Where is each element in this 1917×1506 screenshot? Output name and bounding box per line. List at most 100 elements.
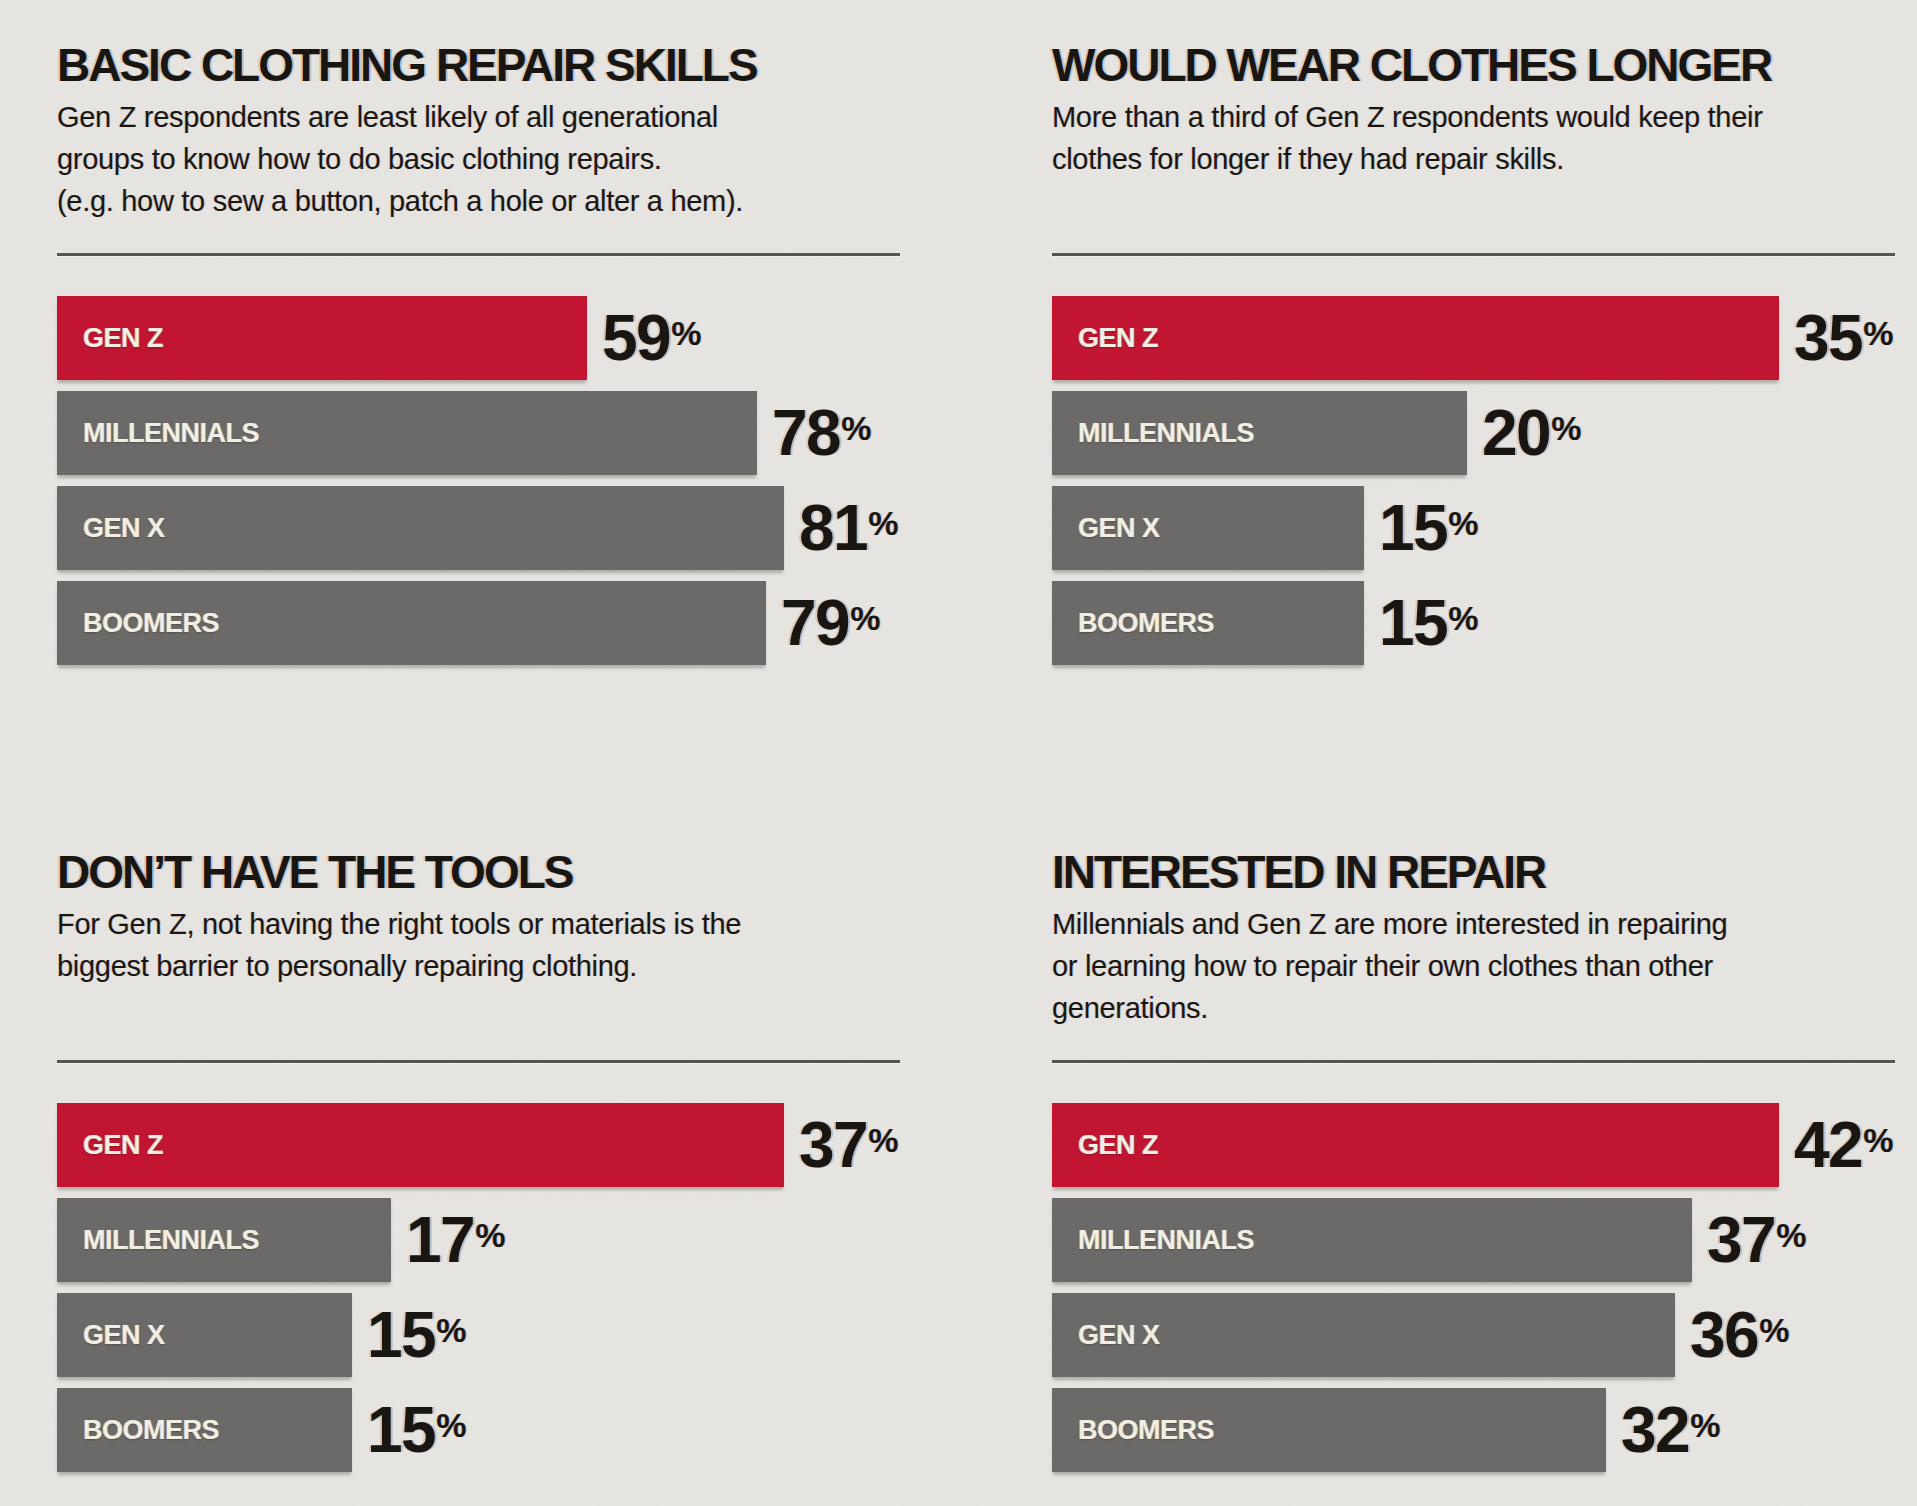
bar-row-gen-x: GEN X 81% [57,486,900,570]
bar-label: GEN X [1078,1320,1160,1351]
description-line: (e.g. how to sew a button, patch a hole … [57,180,743,222]
value-label: 35% [1794,296,1893,380]
bar-millennials: MILLENNIALS [57,391,757,475]
chart-dont-have-the-tools: DON’T HAVE THE TOOLS For Gen Z, not havi… [57,845,900,1485]
chart-basic-clothing-repair-skills: BASIC CLOTHING REPAIR SKILLS Gen Z respo… [57,38,900,678]
percent-sign: % [1551,411,1581,445]
bar-row-gen-x: GEN X 36% [1052,1293,1895,1377]
bar-label: MILLENNIALS [83,1225,259,1256]
bar-group: GEN Z 42% MILLENNIALS 37% GEN X 36% BOOM… [1052,1103,1895,1483]
value-label: 42% [1794,1103,1893,1187]
description-line: clothes for longer if they had repair sk… [1052,138,1763,180]
value-label: 79% [781,581,880,665]
bar-gen-z: GEN Z [1052,1103,1779,1187]
chart-title: INTERESTED IN REPAIR [1052,845,1545,899]
bar-row-millennials: MILLENNIALS 17% [57,1198,900,1282]
percent-sign: % [1759,1313,1789,1347]
chart-title: BASIC CLOTHING REPAIR SKILLS [57,38,757,92]
percent-sign: % [1863,1123,1893,1157]
value-label: 37% [799,1103,898,1187]
bar-gen-x: GEN X [57,1293,352,1377]
bar-group: GEN Z 37% MILLENNIALS 17% GEN X 15% BOOM… [57,1103,900,1483]
bar-label: MILLENNIALS [1078,418,1254,449]
bar-label: GEN Z [83,1130,163,1161]
chart-title: DON’T HAVE THE TOOLS [57,845,572,899]
bar-row-gen-z: GEN Z 59% [57,296,900,380]
chart-title: WOULD WEAR CLOTHES LONGER [1052,38,1771,92]
chart-description: For Gen Z, not having the right tools or… [57,903,741,987]
bar-label: BOOMERS [1078,608,1214,639]
bar-row-boomers: BOOMERS 15% [57,1388,900,1472]
percent-sign: % [1776,1218,1806,1252]
bar-row-boomers: BOOMERS 15% [1052,581,1895,665]
bar-boomers: BOOMERS [57,581,766,665]
bar-group: GEN Z 59% MILLENNIALS 78% GEN X 81% BOOM… [57,296,900,676]
value-label: 20% [1482,391,1581,475]
bar-boomers: BOOMERS [1052,1388,1606,1472]
bar-row-millennials: MILLENNIALS 37% [1052,1198,1895,1282]
value-label: 81% [799,486,898,570]
bar-row-gen-x: GEN X 15% [1052,486,1895,570]
description-line: For Gen Z, not having the right tools or… [57,903,741,945]
value-label: 15% [367,1293,466,1377]
chart-description: Gen Z respondents are least likely of al… [57,96,743,222]
bar-row-millennials: MILLENNIALS 20% [1052,391,1895,475]
bar-millennials: MILLENNIALS [1052,1198,1692,1282]
infographic-canvas: BASIC CLOTHING REPAIR SKILLS Gen Z respo… [0,0,1917,1506]
percent-sign: % [671,316,701,350]
chart-description: More than a third of Gen Z respondents w… [1052,96,1763,180]
description-line: biggest barrier to personally repairing … [57,945,741,987]
value-label: 78% [772,391,871,475]
bar-label: BOOMERS [83,608,219,639]
percent-sign: % [1863,316,1893,350]
bar-group: GEN Z 35% MILLENNIALS 20% GEN X 15% BOOM… [1052,296,1895,676]
bar-millennials: MILLENNIALS [1052,391,1467,475]
divider-rule [57,1060,900,1063]
bar-label: GEN Z [1078,323,1158,354]
divider-rule [1052,1060,1895,1063]
percent-sign: % [475,1218,505,1252]
percent-sign: % [868,506,898,540]
value-label: 59% [602,296,701,380]
chart-description: Millennials and Gen Z are more intereste… [1052,903,1727,1029]
bar-gen-x: GEN X [1052,486,1364,570]
bar-gen-z: GEN Z [57,296,587,380]
divider-rule [57,253,900,256]
percent-sign: % [850,601,880,635]
bar-label: MILLENNIALS [1078,1225,1254,1256]
bar-gen-z: GEN Z [1052,296,1779,380]
bar-row-gen-x: GEN X 15% [57,1293,900,1377]
bar-gen-x: GEN X [1052,1293,1675,1377]
description-line: generations. [1052,987,1727,1029]
bar-row-boomers: BOOMERS 32% [1052,1388,1895,1472]
bar-label: MILLENNIALS [83,418,259,449]
bar-label: GEN Z [83,323,163,354]
bar-label: GEN X [83,513,165,544]
percent-sign: % [1690,1408,1720,1442]
description-line: or learning how to repair their own clot… [1052,945,1727,987]
bar-row-millennials: MILLENNIALS 78% [57,391,900,475]
value-label: 37% [1707,1198,1806,1282]
bar-gen-x: GEN X [57,486,784,570]
percent-sign: % [1448,601,1478,635]
description-line: groups to know how to do basic clothing … [57,138,743,180]
chart-would-wear-clothes-longer: WOULD WEAR CLOTHES LONGER More than a th… [1052,38,1895,678]
description-line: More than a third of Gen Z respondents w… [1052,96,1763,138]
bar-boomers: BOOMERS [57,1388,352,1472]
value-label: 36% [1690,1293,1789,1377]
value-label: 32% [1621,1388,1720,1472]
description-line: Gen Z respondents are least likely of al… [57,96,743,138]
bar-millennials: MILLENNIALS [57,1198,391,1282]
bar-gen-z: GEN Z [57,1103,784,1187]
bar-label: GEN X [1078,513,1160,544]
bar-label: BOOMERS [83,1415,219,1446]
percent-sign: % [841,411,871,445]
bar-label: GEN Z [1078,1130,1158,1161]
percent-sign: % [436,1313,466,1347]
bar-row-boomers: BOOMERS 79% [57,581,900,665]
percent-sign: % [1448,506,1478,540]
value-label: 17% [406,1198,505,1282]
description-line: Millennials and Gen Z are more intereste… [1052,903,1727,945]
value-label: 15% [1379,486,1478,570]
chart-interested-in-repair: INTERESTED IN REPAIR Millennials and Gen… [1052,845,1895,1485]
